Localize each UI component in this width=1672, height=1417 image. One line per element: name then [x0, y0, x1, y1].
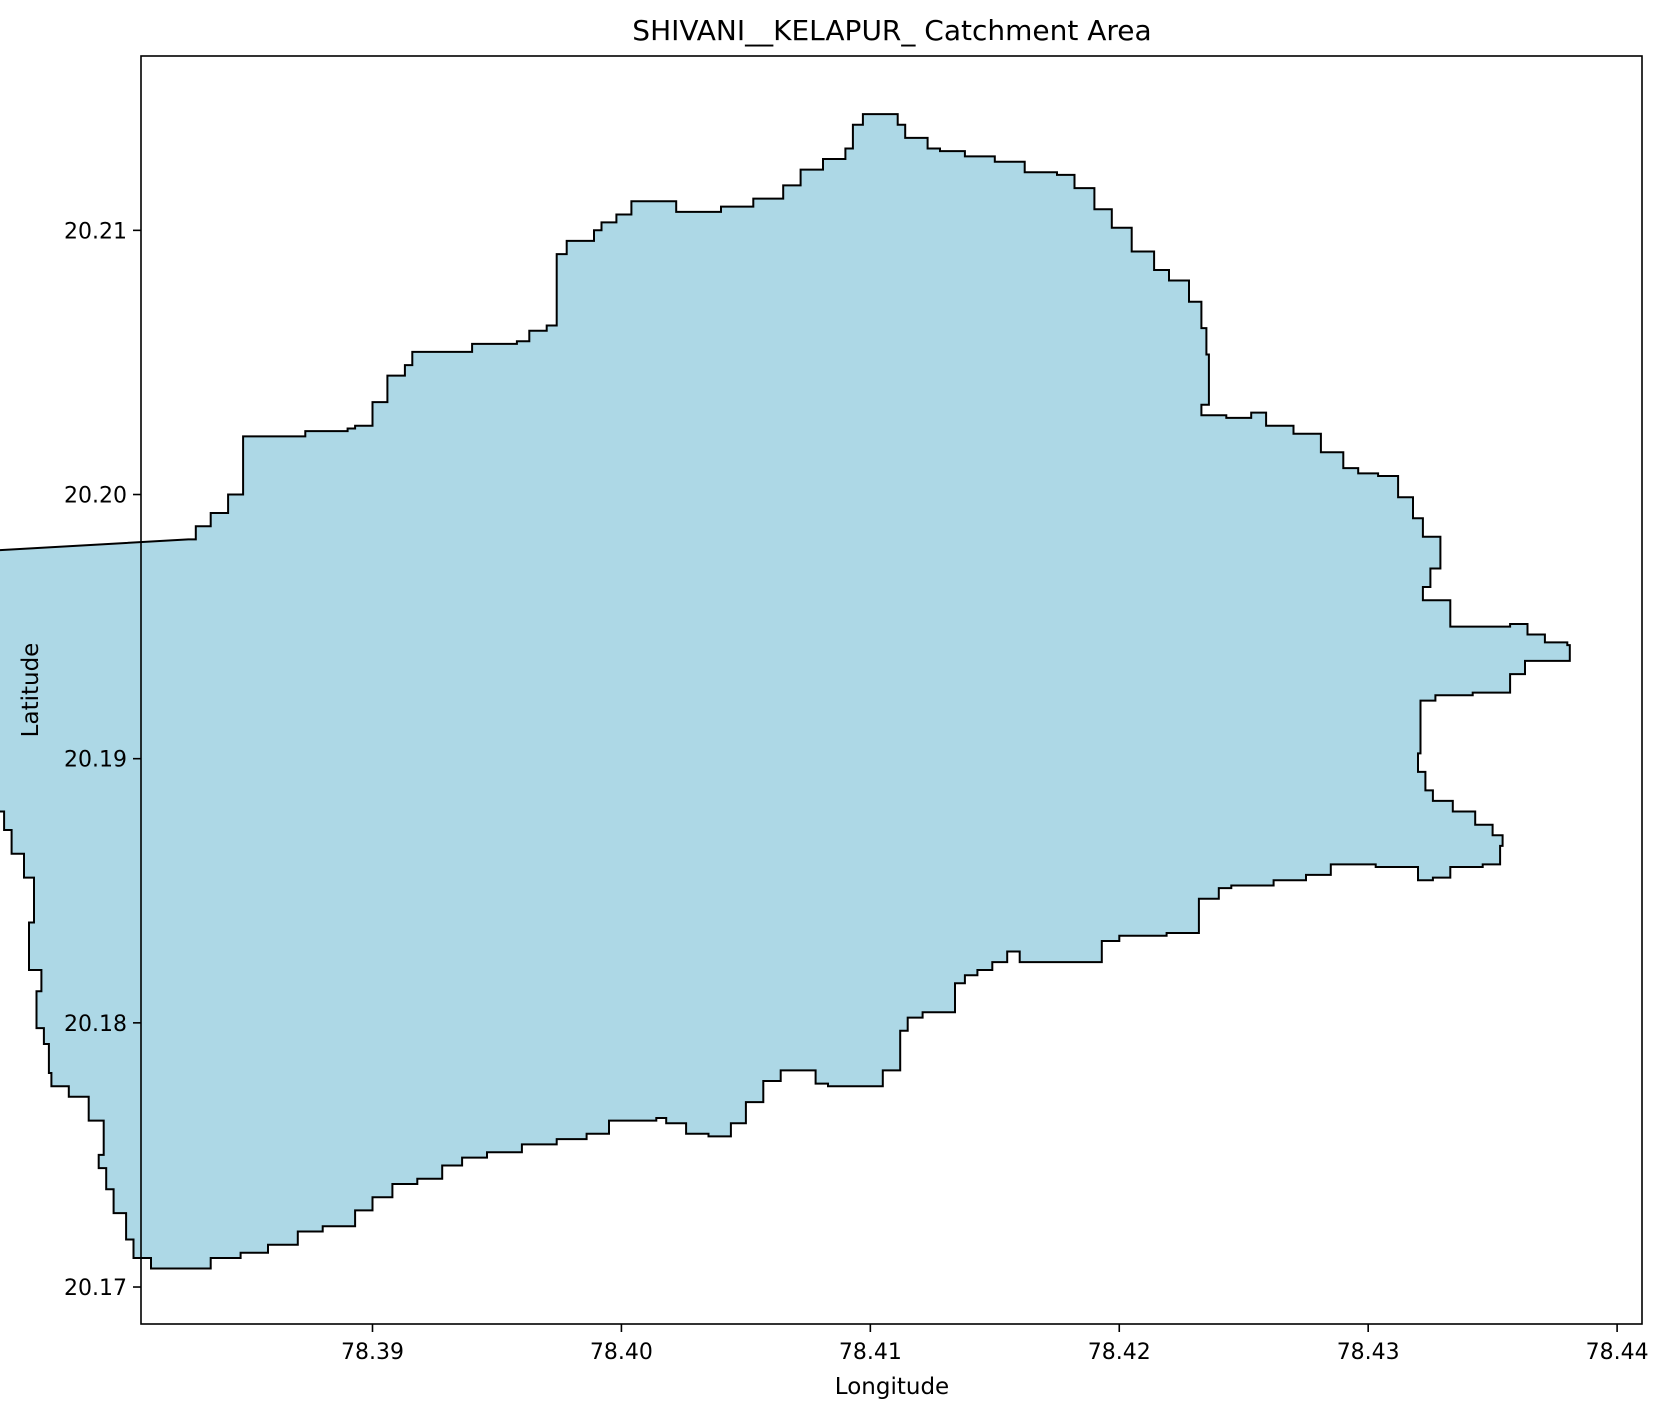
- y-axis-label: Latitude: [18, 643, 44, 738]
- y-tick-label: 20.19: [64, 748, 127, 773]
- chart-title: SHIVANI__KELAPUR_ Catchment Area: [632, 14, 1151, 47]
- x-tick-label: 78.42: [1088, 1340, 1151, 1365]
- x-tick-label: 78.44: [1586, 1340, 1649, 1365]
- x-tick-label: 78.39: [341, 1340, 404, 1365]
- catchment-layer: [0, 113, 1571, 1270]
- catchment-polygon: [0, 113, 1571, 1270]
- y-axis-ticks: 20.17 20.18 20.19 20.20 20.21: [64, 219, 141, 1301]
- y-tick-label: 20.20: [64, 484, 127, 509]
- y-tick-label: 20.17: [64, 1276, 127, 1301]
- x-axis-label: Longitude: [835, 1374, 949, 1400]
- y-tick-label: 20.21: [64, 219, 127, 244]
- y-tick-label: 20.18: [64, 1012, 127, 1037]
- x-axis-ticks: 78.39 78.40 78.41 78.42 78.43 78.44: [341, 1324, 1649, 1365]
- plot-frame: [140, 55, 1643, 1325]
- x-tick-label: 78.43: [1337, 1340, 1400, 1365]
- x-tick-label: 78.41: [839, 1340, 902, 1365]
- x-tick-label: 78.40: [590, 1340, 653, 1365]
